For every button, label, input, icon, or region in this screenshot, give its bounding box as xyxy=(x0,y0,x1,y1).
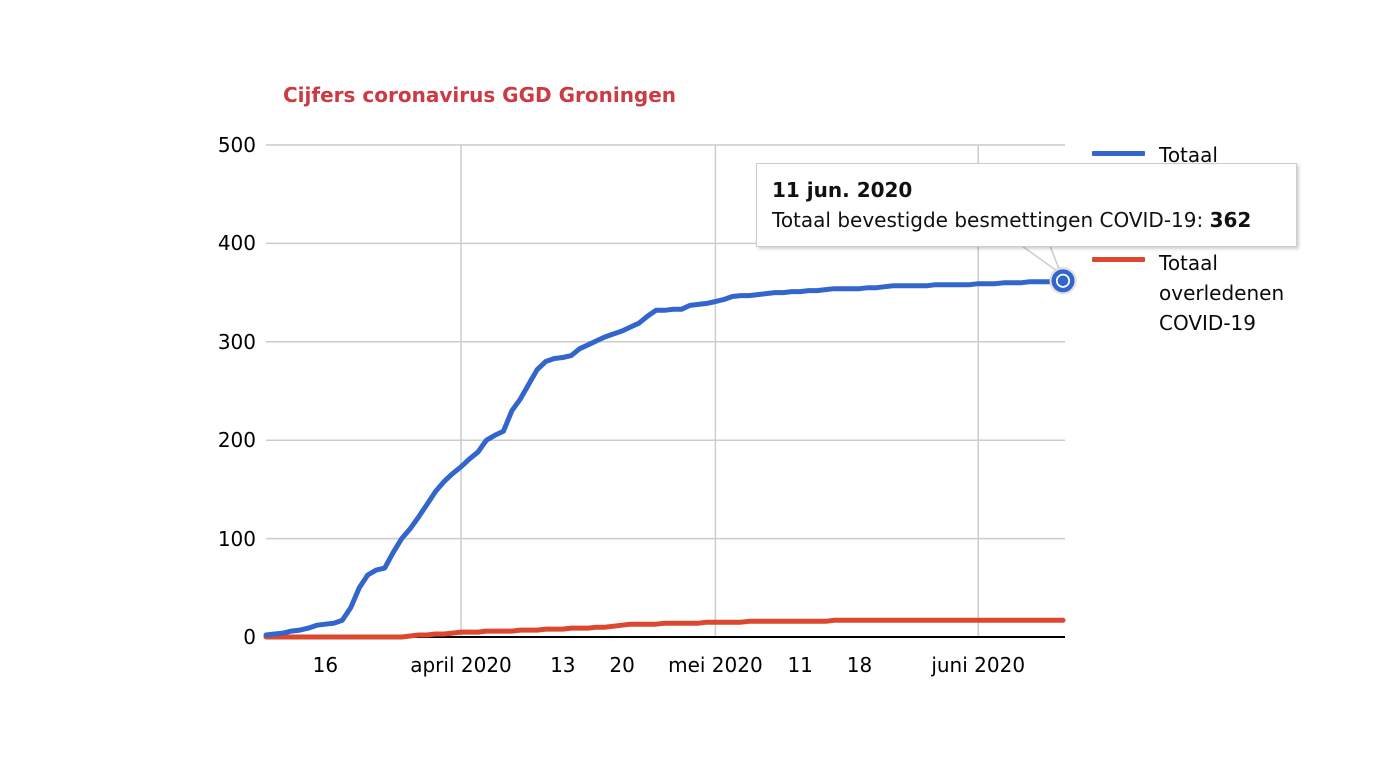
legend-swatch-blue xyxy=(1092,151,1145,156)
marker-shadow-ring xyxy=(1049,267,1077,295)
y-tick-label: 300 xyxy=(217,329,256,354)
y-tick-label: 100 xyxy=(217,526,256,551)
x-tick-label: mei 2020 xyxy=(668,653,763,677)
y-tick-label: 500 xyxy=(217,133,256,157)
tooltip: 11 jun. 2020 Totaal bevestigde besmettin… xyxy=(756,163,1297,247)
x-tick-label: 13 xyxy=(550,653,576,677)
legend-item-overledenen[interactable]: Totaal overledenen COVID-19 xyxy=(1092,248,1301,338)
x-tick-label: 11 xyxy=(787,653,813,677)
tooltip-value: 362 xyxy=(1209,208,1252,232)
tooltip-date: 11 jun. 2020 xyxy=(772,178,913,202)
x-tick-label: juni 2020 xyxy=(931,653,1026,677)
y-tick-label: 0 xyxy=(243,625,256,649)
x-tick-label: 18 xyxy=(846,653,873,677)
y-tick-label: 200 xyxy=(217,428,256,453)
series-line-overledenen[interactable] xyxy=(263,617,1066,640)
chart-title: Cijfers coronavirus GGD Groningen xyxy=(283,83,677,107)
selected-point-dot xyxy=(1057,275,1069,287)
tooltip-body: Totaal bevestigde besmettingen COVID-19:… xyxy=(772,205,1281,235)
legend-label: Totaal overledenen COVID-19 xyxy=(1159,251,1285,335)
x-tick-label: april 2020 xyxy=(410,653,512,677)
x-tick-label: 16 xyxy=(312,653,339,677)
tooltip-label: Totaal bevestigde besmettingen COVID-19: xyxy=(772,208,1210,232)
y-tick-label: 400 xyxy=(217,231,256,256)
legend-swatch-red xyxy=(1092,257,1145,262)
x-tick-label: 20 xyxy=(609,653,635,677)
series-line-besmettingen[interactable] xyxy=(263,278,1066,638)
